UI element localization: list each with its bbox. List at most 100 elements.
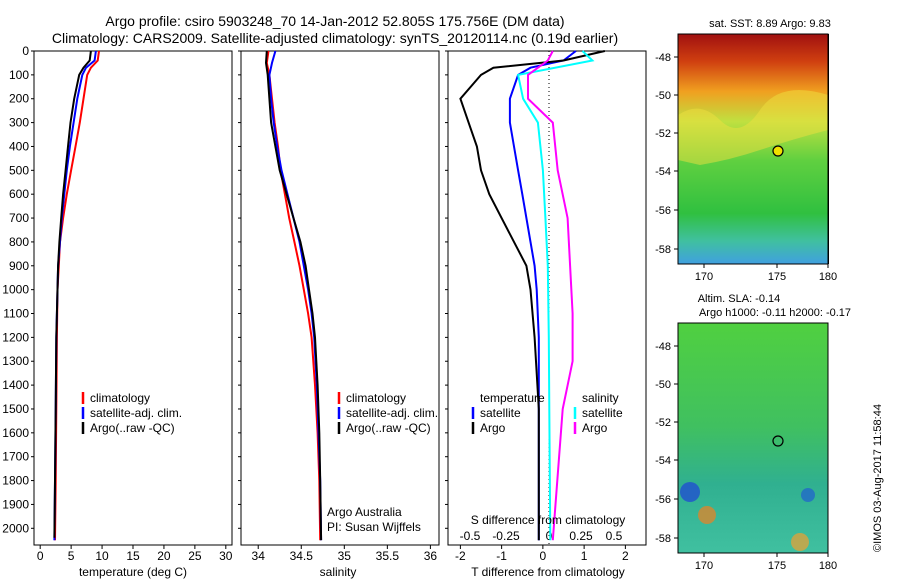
x-tick-label: 30 xyxy=(219,549,233,563)
profile-series xyxy=(53,50,606,541)
depth-tick-label: 0 xyxy=(22,44,29,58)
x-tick-label: 5 xyxy=(68,549,75,563)
depth-tick-label: 1400 xyxy=(2,378,29,392)
s-diff-tick-label: 0.5 xyxy=(606,529,623,543)
s-diff-tick-label: -0.25 xyxy=(492,529,520,543)
series-line xyxy=(516,50,595,541)
legend-climatology: climatology xyxy=(90,391,150,405)
lat-tick-label: -54 xyxy=(655,455,671,467)
series-line xyxy=(508,50,577,541)
lat-tick-label: -56 xyxy=(655,205,671,217)
x-tick-label: 25 xyxy=(188,549,202,563)
depth-tick-label: 800 xyxy=(9,235,29,249)
sla-map-title2: Argo h1000: -0.11 h2000: -0.17 xyxy=(699,307,851,319)
x-tick-label: 15 xyxy=(126,549,140,563)
depth-tick-label: 1500 xyxy=(2,402,29,416)
lat-tick-label: -54 xyxy=(655,166,671,178)
credit-line2: PI: Susan Wijffels xyxy=(327,520,421,534)
depth-tick-label: 400 xyxy=(9,139,29,153)
series-line xyxy=(527,50,574,541)
x-tick-label: 0 xyxy=(37,549,44,563)
s-diff-xlabel: S difference from climatology xyxy=(471,513,626,527)
x-tick-label: -2 xyxy=(455,549,466,563)
sst-front-band xyxy=(678,90,828,165)
difference-panel xyxy=(447,50,647,546)
x-tick-label: 0 xyxy=(540,549,547,563)
x-tick-label: 34.5 xyxy=(290,549,314,563)
depth-axis: 0 100 200 300 400 500 600 700 800 900 1000 1100 1200… xyxy=(2,44,448,535)
lon-tick-label: 170 xyxy=(695,271,713,283)
x-tick-label: 35 xyxy=(338,549,352,563)
credit-line1: Argo Australia xyxy=(327,505,402,519)
sst-map-edge xyxy=(828,34,829,264)
sla-map-frame xyxy=(677,322,829,554)
x-tick-label: 1 xyxy=(581,549,588,563)
temperature-xlabel: temperature (deg C) xyxy=(79,565,187,579)
depth-tick-label: 2000 xyxy=(2,521,29,535)
depth-tick-label: 700 xyxy=(9,211,29,225)
sla-low-eddy xyxy=(801,488,815,502)
t-diff-xlabel: T difference from climatology xyxy=(471,565,625,579)
depth-tick-label: 1600 xyxy=(2,426,29,440)
salinity-xlabel: salinity xyxy=(320,565,357,579)
legend-temp-head: temperature xyxy=(480,391,545,405)
legend-temp-argo: Argo xyxy=(480,421,506,435)
lon-tick-label: 180 xyxy=(819,560,837,572)
depth-tick-label: 1900 xyxy=(2,497,29,511)
difference-legend: temperature salinity satellite Argo sate… xyxy=(471,391,623,435)
series-line xyxy=(459,50,606,541)
temperature-panel xyxy=(33,50,233,546)
x-axes: 0 5 10 15 20 25 30 34 34.5 35 35.5 36 -2 -1 0 1 2 -0.5 -0.… xyxy=(37,529,629,563)
lat-tick-label: -48 xyxy=(655,52,671,64)
legend-satellite: satellite-adj. clim. xyxy=(90,406,182,420)
sla-low-eddy xyxy=(680,482,700,502)
x-tick-label: 2 xyxy=(622,549,629,563)
series-line xyxy=(53,50,92,538)
depth-tick-label: 1700 xyxy=(2,450,29,464)
lat-tick-label: -50 xyxy=(655,90,671,102)
lon-tick-label: 180 xyxy=(819,271,837,283)
s-diff-tick-label: 0.25 xyxy=(569,529,593,543)
figure-title-line2: Climatology: CARS2009. Satellite-adjuste… xyxy=(51,30,619,46)
lat-tick-label: -58 xyxy=(655,533,671,545)
depth-tick-label: 1200 xyxy=(2,330,29,344)
legend-temp-satellite: satellite xyxy=(480,406,521,420)
depth-tick-label: 600 xyxy=(9,187,29,201)
depth-tick-label: 1000 xyxy=(2,283,29,297)
lat-tick-label: -56 xyxy=(655,494,671,506)
x-tick-label: 34 xyxy=(252,549,266,563)
depth-tick-label: 300 xyxy=(9,116,29,130)
legend-sal-head: salinity xyxy=(582,391,619,405)
depth-tick-label: 500 xyxy=(9,163,29,177)
series-line xyxy=(264,50,323,541)
depth-tick-label: 1300 xyxy=(2,354,29,368)
depth-tick-label: 100 xyxy=(9,68,29,82)
lon-tick-label: 170 xyxy=(695,560,713,572)
depth-tick-label: 1800 xyxy=(2,474,29,488)
legend-sal-argo: Argo xyxy=(582,421,608,435)
salinity-legend: climatology satellite-adj. clim. Argo(..… xyxy=(337,391,438,435)
lat-tick-label: -58 xyxy=(655,244,671,256)
sla-high-eddy xyxy=(791,533,809,551)
legend-satellite: satellite-adj. clim. xyxy=(346,406,438,420)
s-diff-tick-label: 0 xyxy=(546,529,553,543)
figure-title-line1: Argo profile: csiro 5903248_70 14-Jan-20… xyxy=(105,13,565,29)
lon-tick-label: 175 xyxy=(768,560,786,572)
x-tick-label: 10 xyxy=(95,549,109,563)
depth-tick-label: 200 xyxy=(9,92,29,106)
x-tick-label: 36 xyxy=(424,549,438,563)
depth-tick-label: 900 xyxy=(9,259,29,273)
s-diff-tick-label: -0.5 xyxy=(460,529,481,543)
legend-argo: Argo(..raw -QC) xyxy=(90,421,175,435)
legend-sal-satellite: satellite xyxy=(582,406,623,420)
lat-tick-label: -52 xyxy=(655,128,671,140)
sla-float-marker xyxy=(772,435,784,447)
sla-map-axes: -48 -50 -52 -54 -56 -58 170 175 180 xyxy=(655,341,837,572)
lat-tick-label: -50 xyxy=(655,379,671,391)
lon-tick-label: 175 xyxy=(768,271,786,283)
legend-argo: Argo(..raw -QC) xyxy=(346,421,431,435)
depth-tick-label: 1100 xyxy=(3,307,29,321)
sst-map-axes: -48 -50 -52 -54 -56 -58 170 175 180 xyxy=(655,52,837,283)
legend-climatology: climatology xyxy=(346,391,406,405)
